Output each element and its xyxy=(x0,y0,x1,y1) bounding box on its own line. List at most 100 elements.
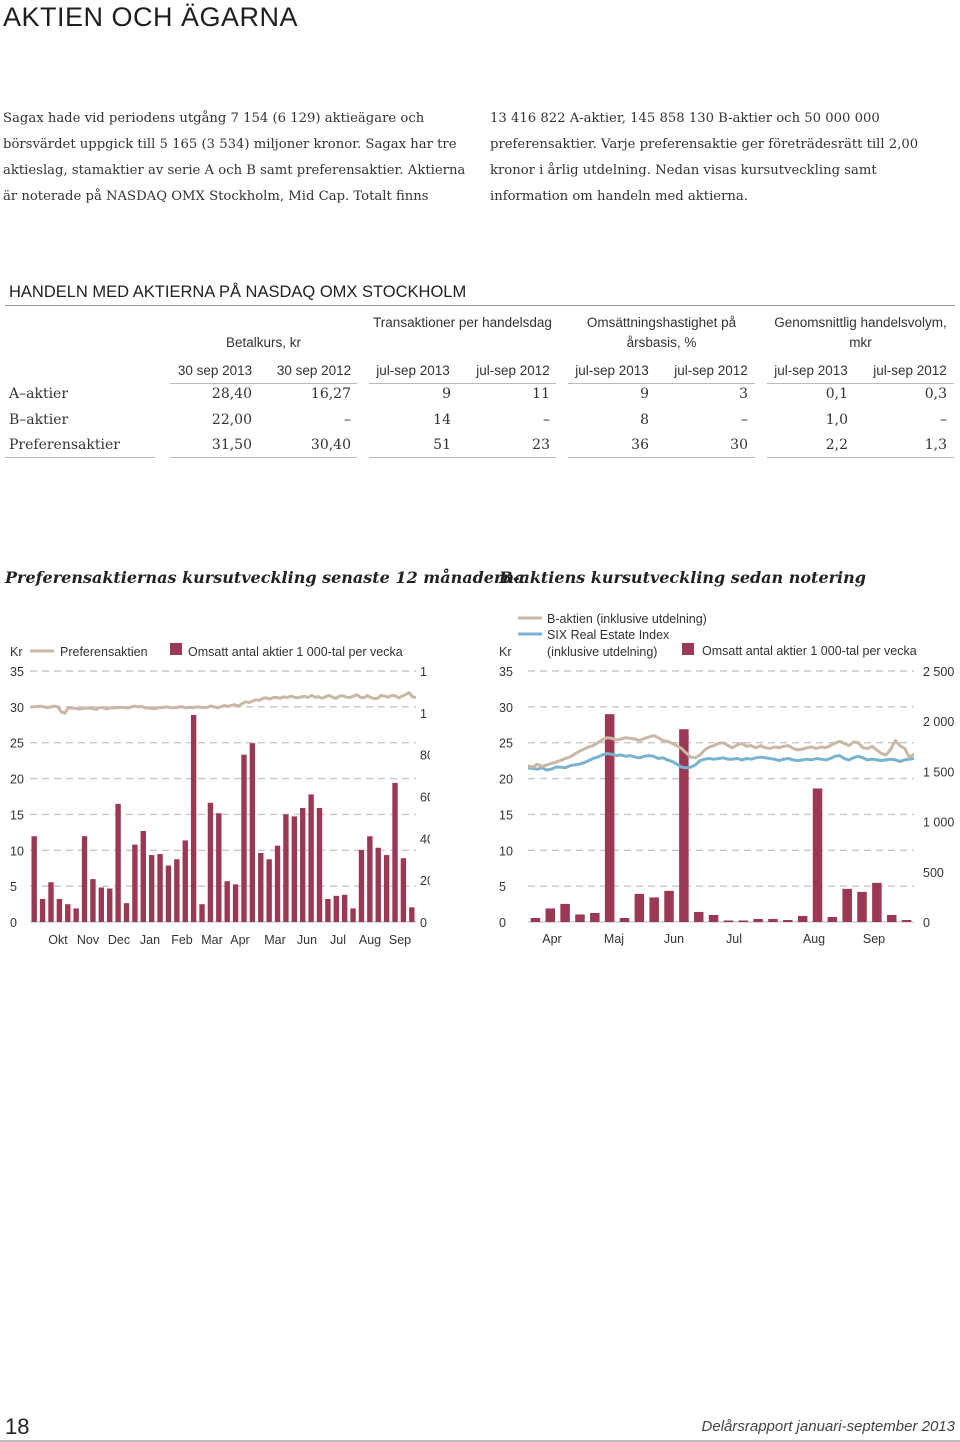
volume-bar xyxy=(604,714,615,922)
chart-title-b-aktien: B-aktiens kursutveckling sedan notering xyxy=(499,568,866,587)
volume-bar xyxy=(634,893,645,922)
table-cell: – xyxy=(543,412,550,428)
column-header: jul-sep 2013 xyxy=(774,363,848,378)
volume-bar xyxy=(383,855,390,922)
volume-bar xyxy=(325,898,331,922)
volume-bar xyxy=(274,845,281,922)
column-header: jul-sep 2012 xyxy=(873,363,947,378)
right-tick-label: 2 000 xyxy=(923,715,954,729)
volume-bar xyxy=(207,802,214,922)
table-cell: 51 xyxy=(433,437,451,453)
x-tick-label: Jun xyxy=(664,932,684,946)
x-tick-label: Mar xyxy=(264,933,286,947)
volume-bar xyxy=(291,816,298,922)
volume-bar xyxy=(216,813,222,922)
volume-bar xyxy=(753,918,763,922)
right-tick-label: 200 xyxy=(420,874,430,888)
volume-bar xyxy=(842,888,852,922)
table-cell: 31,50 xyxy=(211,437,252,453)
price-line xyxy=(527,734,915,769)
price-line xyxy=(30,691,417,715)
right-tick-label: 0 xyxy=(420,916,427,930)
volume-bar xyxy=(358,849,365,922)
volume-bar xyxy=(283,814,289,922)
volume-bar xyxy=(123,903,130,922)
intro-paragraph-right: 13 416 822 A-aktier, 145 858 130 B-aktie… xyxy=(490,111,919,204)
volume-bar xyxy=(132,844,138,922)
volume-bar xyxy=(341,894,348,922)
table-cell: 1,3 xyxy=(924,437,947,453)
right-tick-label: 500 xyxy=(923,866,944,880)
volume-bar xyxy=(56,898,63,922)
volume-bar xyxy=(375,847,381,922)
price-line xyxy=(527,752,915,772)
left-tick-label: 0 xyxy=(10,916,17,930)
page-title: AKTIEN OCH ÄGARNA xyxy=(3,2,299,32)
x-tick-label: Sep xyxy=(389,933,411,947)
legend-line2-label: SIX Real Estate Index xyxy=(547,628,670,642)
volume-bar xyxy=(258,852,264,922)
x-tick-label: Jun xyxy=(297,933,317,947)
left-tick-label: 15 xyxy=(499,808,513,822)
x-tick-label: Nov xyxy=(77,933,100,947)
volume-bar xyxy=(901,919,912,922)
table-cell: 1,0 xyxy=(825,412,848,428)
volume-bar xyxy=(182,840,188,922)
legend-bar-swatch xyxy=(170,643,182,655)
volume-bar xyxy=(827,916,838,922)
row-label: B–aktier xyxy=(9,412,69,428)
volume-bar xyxy=(693,911,704,922)
volume-bar xyxy=(664,890,674,922)
volume-bar xyxy=(199,904,205,922)
volume-bar xyxy=(31,836,37,922)
table-cell: 16,27 xyxy=(310,386,351,402)
volume-bar xyxy=(308,794,314,922)
table-cell: 23 xyxy=(532,437,550,453)
row-label-underline xyxy=(5,457,155,458)
right-tick-label: 1 000 xyxy=(420,707,430,721)
volume-bar xyxy=(316,808,323,922)
legend-bar-label: Omsatt antal aktier 1 000-tal per vecka xyxy=(188,645,403,659)
volume-bar xyxy=(190,714,197,922)
group-underline xyxy=(369,383,556,384)
group-header: Betalkurs, kr xyxy=(225,335,302,350)
volume-bar xyxy=(48,882,54,922)
table-title: HANDELN MED AKTIERNA PÅ NASDAQ OMX STOCK… xyxy=(9,283,467,301)
left-tick-label: 35 xyxy=(499,665,513,679)
volume-bar xyxy=(39,898,46,922)
table-cell: 28,40 xyxy=(211,386,252,402)
volume-bar xyxy=(738,920,749,922)
left-tick-label: 35 xyxy=(10,665,24,679)
footer-text: Delårsrapport januari-september 2013 xyxy=(701,1418,955,1435)
volume-bar xyxy=(768,918,778,922)
left-tick-label: 25 xyxy=(499,737,513,751)
x-tick-label: Sep xyxy=(863,932,885,946)
x-tick-label: Jul xyxy=(726,932,742,946)
volume-bar xyxy=(157,854,163,922)
table-cell: 22,00 xyxy=(211,412,252,428)
legend-bar-swatch xyxy=(682,643,694,655)
table-cell: 11 xyxy=(532,386,550,402)
group-underline xyxy=(767,457,954,458)
preferens-chart: 35 30 25 20 15 10 5 0 1 200 1 000 800 600 400 200 0 Kr O… xyxy=(10,643,430,947)
volume-bar xyxy=(367,836,373,922)
volume-bar xyxy=(857,891,867,922)
x-tick-label: Aug xyxy=(803,932,825,946)
group-underline xyxy=(369,457,556,458)
volume-bar xyxy=(232,884,239,922)
left-tick-label: 10 xyxy=(10,844,24,858)
table-cell: 0,3 xyxy=(924,386,947,402)
group-underline xyxy=(568,457,755,458)
volume-bar xyxy=(560,903,570,922)
left-tick-label: 10 xyxy=(499,844,513,858)
table-cell: – xyxy=(940,412,947,428)
left-tick-label: 30 xyxy=(10,701,24,715)
group-underline xyxy=(170,383,357,384)
x-tick-label: Jan xyxy=(140,933,160,947)
volume-bar xyxy=(590,912,600,922)
table-cell: 30 xyxy=(730,437,748,453)
left-tick-label: 30 xyxy=(499,701,513,715)
volume-bar xyxy=(545,908,556,922)
column-header: jul-sep 2013 xyxy=(575,363,649,378)
volume-bar xyxy=(115,803,121,922)
